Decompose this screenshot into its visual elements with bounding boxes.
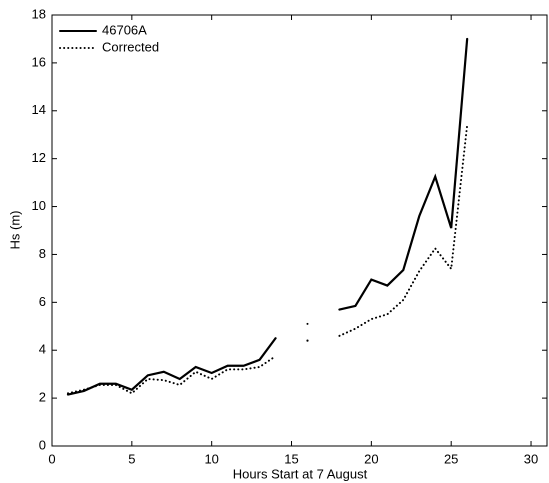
x-tick-label: 25 xyxy=(444,451,458,466)
series-line xyxy=(66,37,469,396)
y-tick-label: 8 xyxy=(39,246,46,261)
legend-label: Corrected xyxy=(102,39,159,54)
x-tick-label: 10 xyxy=(204,451,218,466)
y-tick-label: 6 xyxy=(39,294,46,309)
x-axis-label: Hours Start at 7 August xyxy=(233,466,368,481)
y-axis-label: Hs (m) xyxy=(7,211,22,250)
y-tick-label: 0 xyxy=(39,437,46,452)
y-tick-label: 18 xyxy=(32,6,46,21)
x-tick-label: 20 xyxy=(364,451,378,466)
legend-label: 46706A xyxy=(102,22,147,37)
y-tick-label: 16 xyxy=(32,54,46,69)
y-tick-label: 14 xyxy=(32,102,46,117)
x-tick-label: 5 xyxy=(128,451,135,466)
x-tick-label: 15 xyxy=(284,451,298,466)
x-tick-label: 30 xyxy=(524,451,538,466)
series-line xyxy=(66,124,469,395)
y-tick-label: 10 xyxy=(32,198,46,213)
plot-frame xyxy=(51,14,548,447)
y-tick-label: 2 xyxy=(39,390,46,405)
y-tick-label: 4 xyxy=(39,342,46,357)
x-tick-label: 0 xyxy=(48,451,55,466)
y-tick-label: 12 xyxy=(32,150,46,165)
